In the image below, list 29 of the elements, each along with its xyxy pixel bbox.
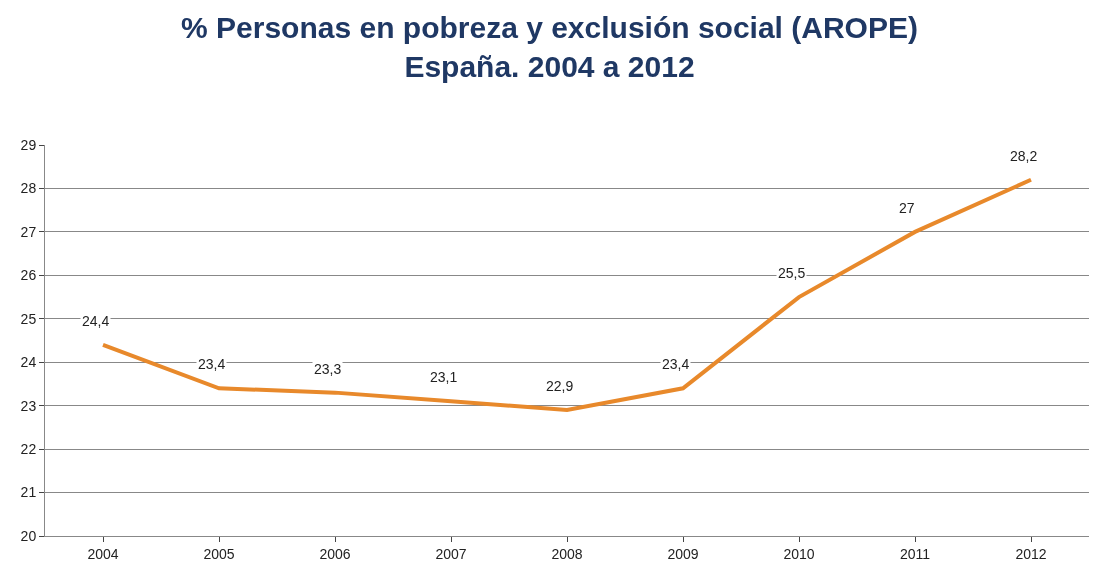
x-tick-label: 2012 — [1015, 545, 1047, 562]
data-label: 23,4 — [662, 356, 690, 372]
data-label: 28,2 — [1010, 148, 1038, 164]
x-tick-label: 2006 — [319, 545, 351, 562]
x-tick-label: 2005 — [203, 545, 235, 562]
y-tick-label: 24 — [20, 354, 37, 371]
y-tick-label: 20 — [20, 527, 37, 544]
y-tick-label: 23 — [20, 397, 37, 414]
data-label: 25,5 — [778, 265, 806, 281]
x-tick-label: 2009 — [667, 545, 699, 562]
y-tick-label: 26 — [20, 267, 37, 284]
chart-title: % Personas en pobreza y exclusión social (AROPE) España. 2004 a 2012 — [181, 10, 918, 83]
y-tick-label: 22 — [20, 441, 37, 458]
data-label: 23,3 — [314, 361, 342, 377]
data-label: 24,4 — [82, 313, 110, 329]
x-tick-label: 2008 — [551, 545, 583, 562]
data-label: 23,1 — [430, 369, 458, 385]
x-tick-label: 2007 — [435, 545, 467, 562]
x-tick-label: 2004 — [87, 545, 119, 562]
y-tick-label: 29 — [20, 136, 37, 153]
data-label: 27 — [899, 200, 915, 216]
x-tick-label: 2010 — [783, 545, 815, 562]
data-label: 23,4 — [198, 356, 226, 372]
y-tick-label: 28 — [20, 180, 37, 197]
data-label: 22,9 — [546, 378, 574, 394]
y-tick-label: 21 — [20, 484, 37, 501]
y-tick-label: 27 — [20, 223, 37, 240]
y-tick-label: 25 — [20, 310, 37, 327]
x-tick-label: 2011 — [899, 545, 931, 562]
